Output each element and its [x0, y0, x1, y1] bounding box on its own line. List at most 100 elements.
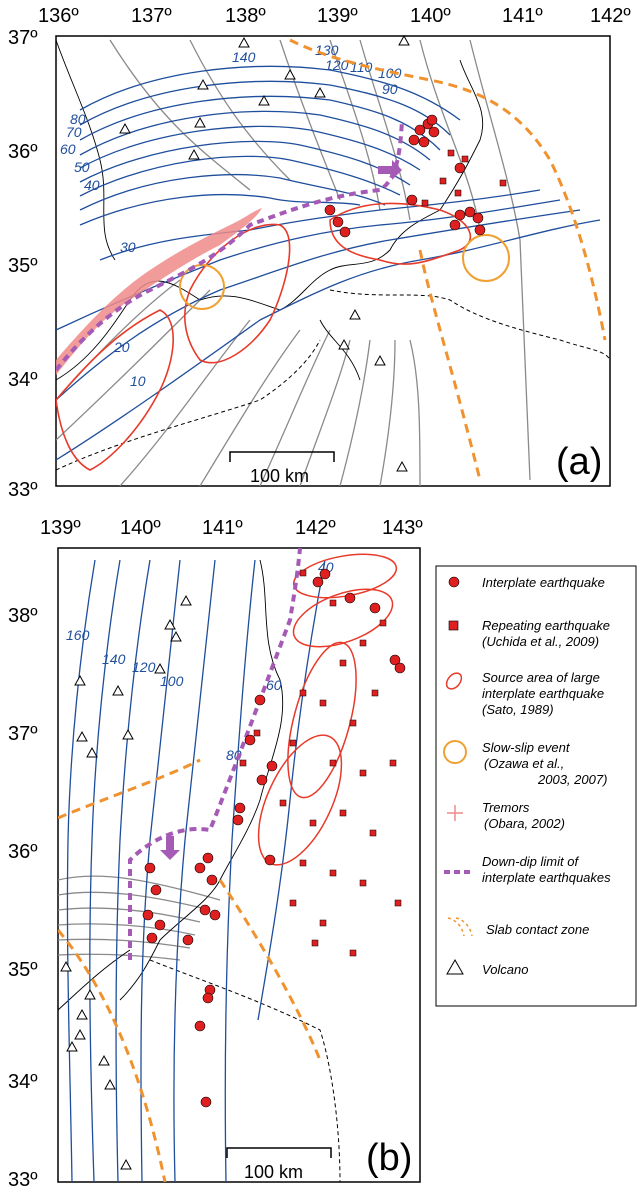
slow-slip-circle — [179, 264, 225, 310]
lon-tick: 136º — [38, 5, 79, 27]
lat-tick: 34º — [8, 1071, 38, 1093]
depth-label: 110 — [350, 59, 373, 75]
panel-b-depth-contours — [66, 559, 326, 1182]
panel-a-map: 140 130 120 110 100 90 80 70 60 50 40 30… — [55, 35, 611, 487]
lon-tick: 141º — [502, 5, 543, 27]
panel-a-slab-contact — [289, 38, 607, 481]
legend-slow-1: Slow-slip event — [482, 740, 571, 755]
lat-tick: 37º — [8, 723, 38, 745]
legend-downdip-2: interplate earthquakes — [482, 870, 611, 885]
depth-label: 130 — [315, 42, 339, 58]
panel-label: (a) — [556, 441, 602, 483]
panel-a-trench-2 — [56, 339, 321, 471]
panel-b-volcanoes — [60, 594, 192, 1170]
lon-tick: 139º — [40, 517, 81, 539]
filled-square-icon — [448, 620, 459, 631]
depth-label: 100 — [160, 673, 184, 689]
legend-slow-3: 2003, 2007) — [537, 772, 607, 787]
legend-interplate: Interplate earthquake — [482, 575, 605, 590]
panel-label: (b) — [366, 1137, 412, 1179]
legend-source-3: (Sato, 1989) — [482, 702, 554, 717]
panel-a-repeating-eqs — [421, 149, 507, 207]
panel-a-lon-ticks: 136º 137º 138º 139º 140º 141º 142º — [38, 5, 631, 27]
legend-repeating-2: (Uchida et al., 2009) — [482, 634, 599, 649]
depth-label: 50 — [74, 159, 90, 175]
depth-label: 40 — [84, 177, 100, 193]
depth-label: 120 — [132, 659, 156, 675]
slab-contact-icon-2 — [455, 917, 473, 937]
arrow-icon — [378, 160, 402, 180]
panel-b-scale-bar: 100 km — [226, 1147, 332, 1182]
lon-tick: 139º — [317, 5, 358, 27]
panel-b-coastline — [58, 559, 284, 1011]
scale-label: 100 km — [244, 1162, 303, 1182]
panel-a-downdip-limit — [56, 119, 404, 372]
lat-tick: 37º — [8, 27, 38, 49]
depth-label: 80 — [70, 111, 86, 127]
slab-contact-icon — [447, 917, 465, 937]
depth-label: 60 — [266, 677, 282, 693]
panel-a-tremor-band — [56, 208, 262, 375]
panel-b-lon-ticks: 139º 140º 141º 142º 143º — [40, 517, 423, 539]
legend-slab: Slab contact zone — [486, 922, 589, 937]
panel-a-lat-ticks: 37º 36º 35º 34º 33º — [8, 27, 38, 501]
lat-tick: 33º — [8, 479, 38, 501]
legend-downdip-1: Down-dip limit of — [482, 854, 579, 869]
lon-tick: 140º — [120, 517, 161, 539]
depth-label: 10 — [130, 373, 146, 389]
triangle-icon — [446, 958, 464, 975]
legend-frame — [435, 565, 637, 1007]
panel-b-depth-labels: 160 140 120 100 80 60 40 — [66, 559, 334, 763]
lon-tick: 142º — [590, 5, 631, 27]
legend-volcano: Volcano — [482, 962, 529, 977]
open-ellipse-icon — [445, 672, 463, 690]
lon-tick: 140º — [410, 5, 451, 27]
lon-tick: 143º — [382, 517, 423, 539]
depth-label: 30 — [120, 239, 136, 255]
scale-label: 100 km — [250, 466, 309, 486]
panel-a-volcanoes — [119, 36, 410, 472]
legend: Interplate earthquake Repeating earthqua… — [435, 565, 637, 1007]
legend-tremor-2: (Obara, 2002) — [484, 816, 565, 831]
lat-tick: 33º — [8, 1169, 38, 1188]
depth-label: 90 — [382, 81, 398, 97]
depth-label: 120 — [325, 57, 349, 73]
legend-source-2: interplate earthquake — [482, 686, 604, 701]
lat-tick: 36º — [8, 141, 38, 163]
panel-b-repeating-eqs — [239, 569, 402, 957]
lat-tick: 38º — [8, 605, 38, 627]
panel-a-trench — [329, 289, 610, 361]
lat-tick: 35º — [8, 959, 38, 981]
depth-label: 160 — [66, 627, 90, 643]
legend-repeating-1: Repeating earthquake — [482, 618, 610, 633]
plus-icon — [447, 805, 463, 821]
lat-tick: 34º — [8, 369, 38, 391]
arrow-icon — [160, 836, 180, 860]
lon-tick: 137º — [131, 5, 172, 27]
panel-b-interplate-eqs — [142, 568, 406, 1108]
depth-label: 70 — [66, 124, 82, 140]
lat-tick: 36º — [8, 841, 38, 863]
legend-tremor-1: Tremors — [482, 800, 530, 815]
depth-label: 140 — [102, 651, 126, 667]
open-circle-icon — [443, 740, 467, 764]
panel-b-gray-lines — [58, 875, 221, 961]
panel-b-map: 160 140 120 100 80 60 40 — [57, 547, 421, 1183]
lon-tick: 138º — [225, 5, 266, 27]
depth-label: 20 — [113, 339, 130, 355]
panel-b-trench — [149, 959, 341, 1182]
filled-circle-icon — [448, 576, 460, 588]
panel-a-scale-bar: 100 km — [229, 451, 335, 486]
lon-tick: 141º — [202, 517, 243, 539]
slow-slip-circle — [462, 234, 510, 282]
panel-b-slab-contact — [58, 758, 322, 1182]
depth-label: 60 — [60, 141, 76, 157]
legend-slow-2: (Ozawa et al., — [484, 756, 564, 771]
depth-label: 140 — [232, 49, 256, 65]
panel-a-interplate-eqs — [324, 114, 486, 238]
lon-tick: 142º — [295, 517, 336, 539]
lat-tick: 35º — [8, 255, 38, 277]
panel-b-lat-ticks: 38º 37º 36º 35º 34º 33º — [8, 605, 38, 1188]
legend-source-1: Source area of large — [482, 670, 600, 685]
